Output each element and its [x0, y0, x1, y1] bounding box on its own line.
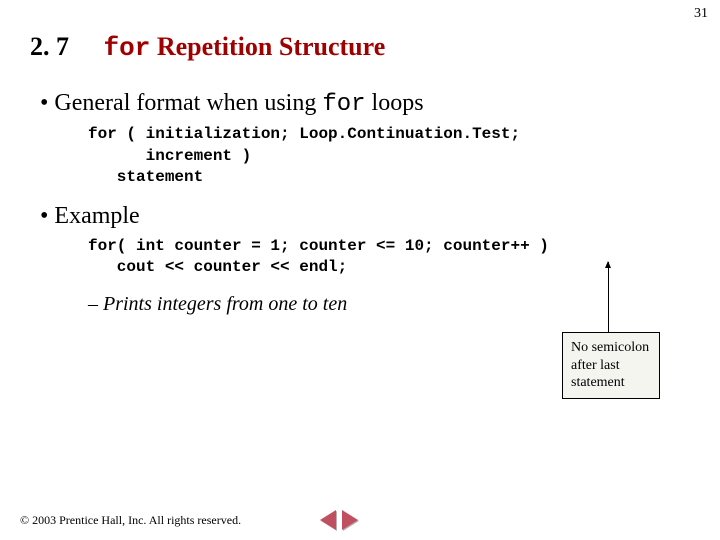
content-area: General format when using for loops for …	[40, 90, 700, 316]
bullet-example: Example	[40, 203, 700, 230]
code-general-format: for ( initialization; Loop.Continuation.…	[88, 124, 700, 189]
sub-bullet-prints-text: Prints integers from one to ten	[103, 293, 347, 315]
section-number: 2. 7	[30, 32, 69, 61]
nav-buttons	[320, 510, 358, 530]
section-title: for Repetition Structure	[104, 32, 386, 61]
annotation-text: No semicolon after last statement	[571, 340, 649, 390]
heading-rest: Repetition Structure	[150, 32, 385, 61]
slide-heading: 2. 7 for Repetition Structure	[30, 32, 385, 63]
bullet-example-text: Example	[54, 203, 139, 229]
page-number: 31	[694, 6, 708, 22]
next-slide-icon[interactable]	[342, 510, 358, 530]
heading-keyword: for	[104, 33, 151, 63]
bullet-general-pre: General format when using	[54, 90, 322, 116]
annotation-arrow	[608, 262, 609, 332]
annotation-box: No semicolon after last statement	[562, 332, 660, 399]
copyright: © 2003 Prentice Hall, Inc. All rights re…	[20, 513, 241, 528]
footer: © 2003 Prentice Hall, Inc. All rights re…	[20, 513, 241, 528]
bullet-general: General format when using for loops	[40, 90, 700, 118]
bullet-general-keyword: for	[322, 91, 365, 118]
prev-slide-icon[interactable]	[320, 510, 336, 530]
bullet-general-post: loops	[366, 90, 424, 116]
